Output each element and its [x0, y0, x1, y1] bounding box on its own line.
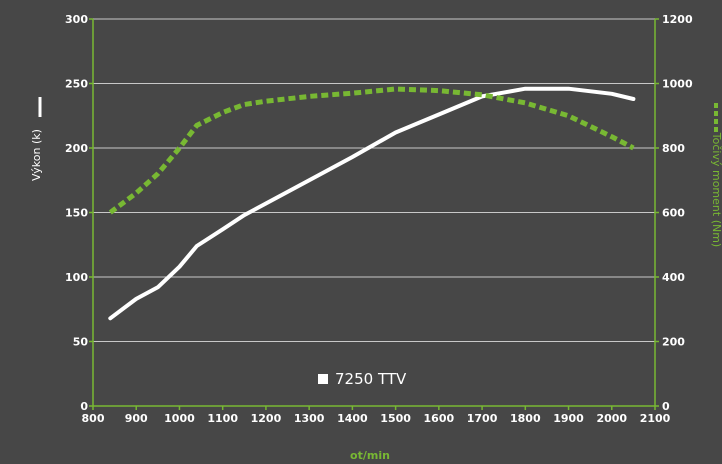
torque-series-line [108, 86, 635, 215]
gridlines [93, 18, 655, 342]
x-tick-label: 2000 [596, 412, 627, 425]
y-left-tick-label: 150 [65, 207, 88, 220]
y-left-axis-title: Výkon (k) [30, 129, 43, 181]
y-right-tick-label: 600 [662, 207, 685, 220]
y-right-tick-label: 1000 [662, 78, 693, 91]
y-right-tick-label: 0 [662, 400, 670, 413]
x-tick-label: 1300 [294, 412, 325, 425]
y-right-tick-label: 400 [662, 271, 685, 284]
x-tick-label: 1400 [337, 412, 368, 425]
axes [89, 18, 659, 410]
x-tick-label: 900 [125, 412, 148, 425]
tick-labels: 0 50 100 150 200 250 300 0 200 400 600 800 1000 1200 8… [65, 13, 693, 425]
data-series [108, 86, 636, 321]
x-axis-title: ot/min [350, 449, 390, 462]
y-right-tick-label: 200 [662, 336, 685, 349]
x-tick-label: 1500 [380, 412, 411, 425]
x-tick-label: 1800 [510, 412, 541, 425]
x-tick-label: 1000 [164, 412, 195, 425]
x-tick-label: 1700 [467, 412, 498, 425]
y-right-tick-label: 1200 [662, 13, 693, 26]
x-tick-label: 800 [82, 412, 105, 425]
y-left-tick-label: 200 [65, 142, 88, 155]
x-tick-label: 1900 [553, 412, 584, 425]
y-left-tick-label: 50 [73, 336, 89, 349]
y-right-axis-title: Točivý moment (Nm) [710, 132, 722, 247]
x-tick-label: 1600 [424, 412, 455, 425]
y-left-tick-label: 0 [80, 400, 88, 413]
legend-swatch [318, 374, 328, 384]
x-tick-label: 1100 [207, 412, 238, 425]
x-tick-label: 2100 [640, 412, 671, 425]
y-left-tick-label: 300 [65, 13, 88, 26]
y-left-tick-label: 250 [65, 78, 88, 91]
y-left-tick-label: 100 [65, 271, 88, 284]
x-tick-label: 1200 [251, 412, 282, 425]
legend-label: 7250 TTV [335, 370, 407, 388]
power-series-line [108, 86, 636, 321]
y-right-tick-label: 800 [662, 142, 685, 155]
